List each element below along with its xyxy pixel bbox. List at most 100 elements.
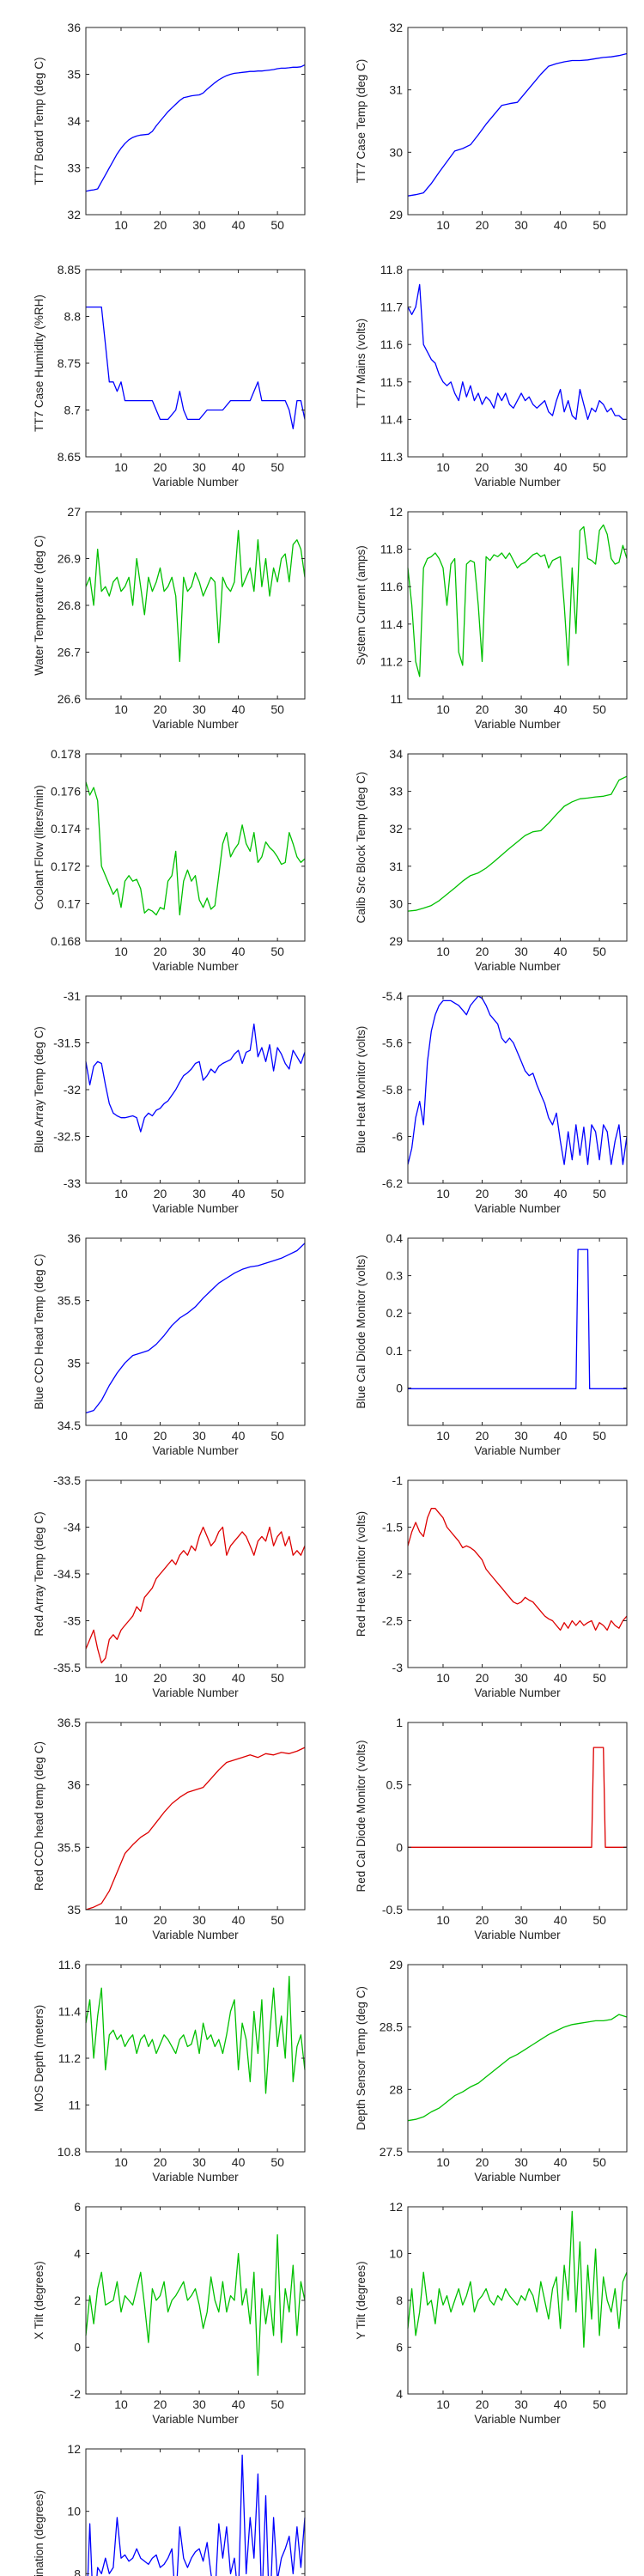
x-tick-label: 10 (436, 1671, 450, 1685)
plot-frame (407, 27, 628, 216)
y-axis-label: Y Tilt (degrees) (355, 2261, 368, 2339)
x-tick-label: 30 (192, 218, 206, 232)
x-tick-label: 40 (554, 702, 568, 716)
x-tick-label: 10 (114, 2397, 128, 2411)
plot-frame (85, 1722, 306, 1911)
plot-frame (407, 1237, 628, 1426)
y-tick-label: -33 (64, 1176, 81, 1190)
x-tick-label: 40 (554, 945, 568, 958)
y-axis-label: Red Array Temp (deg C) (33, 1511, 46, 1636)
x-tick-label: 50 (592, 218, 606, 232)
x-tick-label: 50 (270, 945, 284, 958)
y-tick-label: 12 (389, 2200, 403, 2214)
x-tick-label: 50 (592, 2155, 606, 2169)
x-axis-label: Variable Number (152, 1202, 239, 1215)
y-tick-label: 11.4 (380, 412, 403, 426)
y-tick-label: 29 (389, 1958, 403, 1971)
y-tick-label: -3 (392, 1661, 404, 1674)
x-tick-label: 20 (476, 945, 489, 958)
y-tick-label: 11.4 (58, 2005, 81, 2019)
y-axis-label: Inclination (degrees) (33, 2490, 46, 2576)
y-tick-label: 10 (389, 2247, 403, 2261)
series-line (407, 1508, 628, 1631)
chart-panel-5: 10 20 30 40 50 26.6 26.7 26.8 26.9 27 Variable Num… (33, 505, 306, 731)
series-line (85, 781, 306, 916)
y-tick-label: 8.7 (64, 404, 82, 417)
plot-frame (407, 1964, 628, 2153)
y-tick-label: 35 (67, 1356, 81, 1370)
x-axis-label: Variable Number (152, 960, 239, 973)
y-tick-label: 36 (67, 1778, 81, 1792)
series-line (407, 283, 627, 421)
x-tick-label: 30 (514, 1429, 528, 1443)
chart-panel-1: 10 20 30 40 50 32 33 34 35 36 TT7 Board Temp (deg … (33, 21, 306, 232)
x-axis-label: Variable Number (474, 476, 561, 489)
plot-frame (407, 1479, 628, 1668)
x-tick-label: 30 (192, 2155, 206, 2169)
y-tick-label: 0.2 (386, 1306, 404, 1320)
plot-frame (85, 511, 306, 700)
y-tick-label: 33 (67, 161, 81, 175)
y-tick-label: -1 (392, 1473, 404, 1487)
y-tick-label: 11.4 (380, 617, 403, 631)
chart-panel-9: 10 20 30 40 50 -33 -32.5 -32 -31.5 -31 Variable Nu… (33, 989, 306, 1215)
x-tick-label: 10 (436, 1187, 450, 1200)
x-axis-label: Variable Number (152, 2413, 239, 2426)
x-tick-label: 50 (270, 1913, 284, 1927)
x-tick-label: 40 (554, 218, 568, 232)
y-axis-label: TT7 Mains (volts) (355, 319, 368, 408)
y-tick-label: 11 (390, 692, 403, 706)
y-axis-label: Calib Src Block Temp (deg C) (355, 772, 368, 924)
x-tick-label: 20 (154, 945, 167, 958)
series-line (85, 1747, 306, 1911)
plot-frame (407, 995, 628, 1184)
y-tick-label: 8 (74, 2567, 81, 2576)
x-axis-label: Variable Number (474, 1202, 561, 1215)
y-tick-label: -35.5 (53, 1661, 81, 1674)
plot-frame (407, 753, 628, 942)
y-tick-label: 26.6 (58, 692, 81, 706)
chart-panel-7: 10 20 30 40 50 0.168 0.17 0.172 0.174 0.176 0.178 V… (33, 747, 306, 973)
y-tick-label: 28.5 (380, 2020, 403, 2034)
y-tick-label: 0.172 (51, 860, 81, 873)
y-axis-label: Red Cal Diode Monitor (volts) (355, 1740, 368, 1892)
x-tick-label: 20 (154, 218, 167, 232)
x-axis-label: Variable Number (474, 1929, 561, 1941)
plot-frame (85, 27, 306, 216)
series-line (408, 1249, 627, 1389)
y-tick-label: 11.8 (380, 263, 403, 276)
y-tick-label: 4 (74, 2247, 81, 2261)
x-tick-label: 10 (436, 702, 450, 716)
x-tick-label: 10 (114, 945, 128, 958)
series-line (85, 64, 306, 192)
x-tick-label: 40 (232, 2155, 246, 2169)
y-tick-label: 32 (389, 21, 403, 34)
plot-frame (85, 995, 306, 1184)
y-tick-label: 0.176 (51, 785, 81, 799)
x-tick-label: 30 (192, 1671, 206, 1685)
y-tick-label: 0 (396, 1381, 403, 1394)
x-tick-label: 10 (114, 1187, 128, 1200)
y-tick-label: -5.8 (382, 1083, 403, 1097)
x-tick-label: 20 (476, 460, 489, 474)
x-tick-label: 30 (192, 1913, 206, 1927)
x-tick-label: 50 (592, 1429, 606, 1443)
x-tick-label: 10 (114, 1913, 128, 1927)
x-tick-label: 40 (554, 1187, 568, 1200)
x-axis-label: Variable Number (152, 1929, 239, 1941)
x-tick-label: 40 (232, 460, 246, 474)
x-tick-label: 10 (436, 1913, 450, 1927)
chart-panel-2: 10 20 30 40 50 29 30 31 32 TT7 Case Temp (deg C) (355, 21, 628, 232)
y-tick-label: 36 (67, 1231, 81, 1245)
y-tick-label: -2.5 (382, 1614, 403, 1628)
y-tick-label: 11.6 (380, 580, 403, 593)
x-tick-label: 40 (232, 1429, 246, 1443)
y-axis-label: System Current (amps) (355, 545, 368, 665)
y-tick-label: -31 (64, 989, 81, 1003)
x-tick-label: 50 (270, 2155, 284, 2169)
y-tick-label: -33.5 (53, 1473, 81, 1487)
y-tick-label: 8.8 (64, 310, 82, 324)
x-axis-label: Variable Number (152, 1444, 239, 1457)
x-tick-label: 30 (514, 1671, 528, 1685)
series-line (407, 52, 628, 197)
